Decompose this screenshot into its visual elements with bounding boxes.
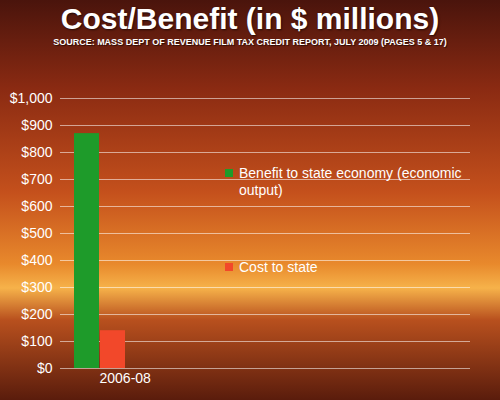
svg-text:$1,000: $1,000 <box>10 90 53 106</box>
html-text:Benefit to state economy (econ: Benefit to state economy (economic outpu… <box>239 165 462 198</box>
svg-text:2006-08: 2006-08 <box>100 370 152 386</box>
svg-text:$0: $0 <box>37 360 53 376</box>
svg-text:$500: $500 <box>21 225 52 241</box>
svg-text:$600: $600 <box>21 198 52 214</box>
svg-text:$700: $700 <box>21 171 52 187</box>
svg-text:$100: $100 <box>21 333 52 349</box>
svg-text:$900: $900 <box>21 117 52 133</box>
svg-text:$400: $400 <box>21 252 52 268</box>
svg-text:$800: $800 <box>21 144 52 160</box>
html-text:SOURCE: MASS DEPT OF REVENUE F: SOURCE: MASS DEPT OF REVENUE FILM TAX CR… <box>53 37 447 47</box>
svg-text:$300: $300 <box>21 279 52 295</box>
html-text:Cost/Benefit (in $ millions): Cost/Benefit (in $ millions) <box>60 2 440 35</box>
html-text:Cost to state: Cost to state <box>239 259 318 275</box>
svg-text:$200: $200 <box>21 306 52 322</box>
